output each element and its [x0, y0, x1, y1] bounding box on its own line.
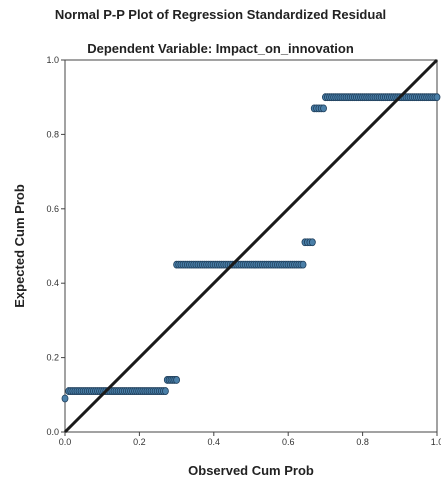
data-point — [320, 104, 327, 113]
chart-subtitle: Dependent Variable: Impact_on_innovation — [87, 41, 354, 56]
y-axis: 0.0 0.2 0.4 0.6 0.8 1.0 — [46, 55, 65, 437]
y-tick-label: 0.0 — [46, 427, 59, 437]
data-point — [308, 238, 316, 247]
reference-line — [63, 58, 439, 434]
x-tick-label: 0.8 — [356, 437, 369, 447]
x-tick-label: 0.0 — [59, 437, 72, 447]
x-axis-label: Observed Cum Prob — [188, 463, 314, 478]
data-point — [173, 376, 181, 384]
y-tick-label: 0.8 — [46, 129, 59, 139]
x-tick-label: 1.0 — [431, 437, 441, 447]
chart-title: Normal P-P Plot of Regression Standardiz… — [54, 7, 387, 22]
y-tick-label: 1.0 — [46, 55, 59, 65]
scatter-points — [61, 93, 441, 403]
data-point — [299, 260, 307, 269]
y-tick-label: 0.4 — [46, 278, 59, 288]
plot-area — [64, 59, 438, 433]
x-tick-label: 0.2 — [133, 437, 146, 447]
y-tick-label: 0.2 — [46, 353, 59, 363]
data-point — [433, 93, 441, 102]
x-axis: 0.0 0.2 0.4 0.6 0.8 1.0 — [59, 432, 441, 447]
data-point — [61, 394, 69, 403]
y-axis-label: Expected Cum Prob — [12, 184, 27, 308]
y-tick-label: 0.6 — [46, 204, 59, 214]
x-tick-label: 0.4 — [208, 437, 221, 447]
x-tick-label: 0.6 — [282, 437, 295, 447]
data-point — [162, 387, 169, 395]
